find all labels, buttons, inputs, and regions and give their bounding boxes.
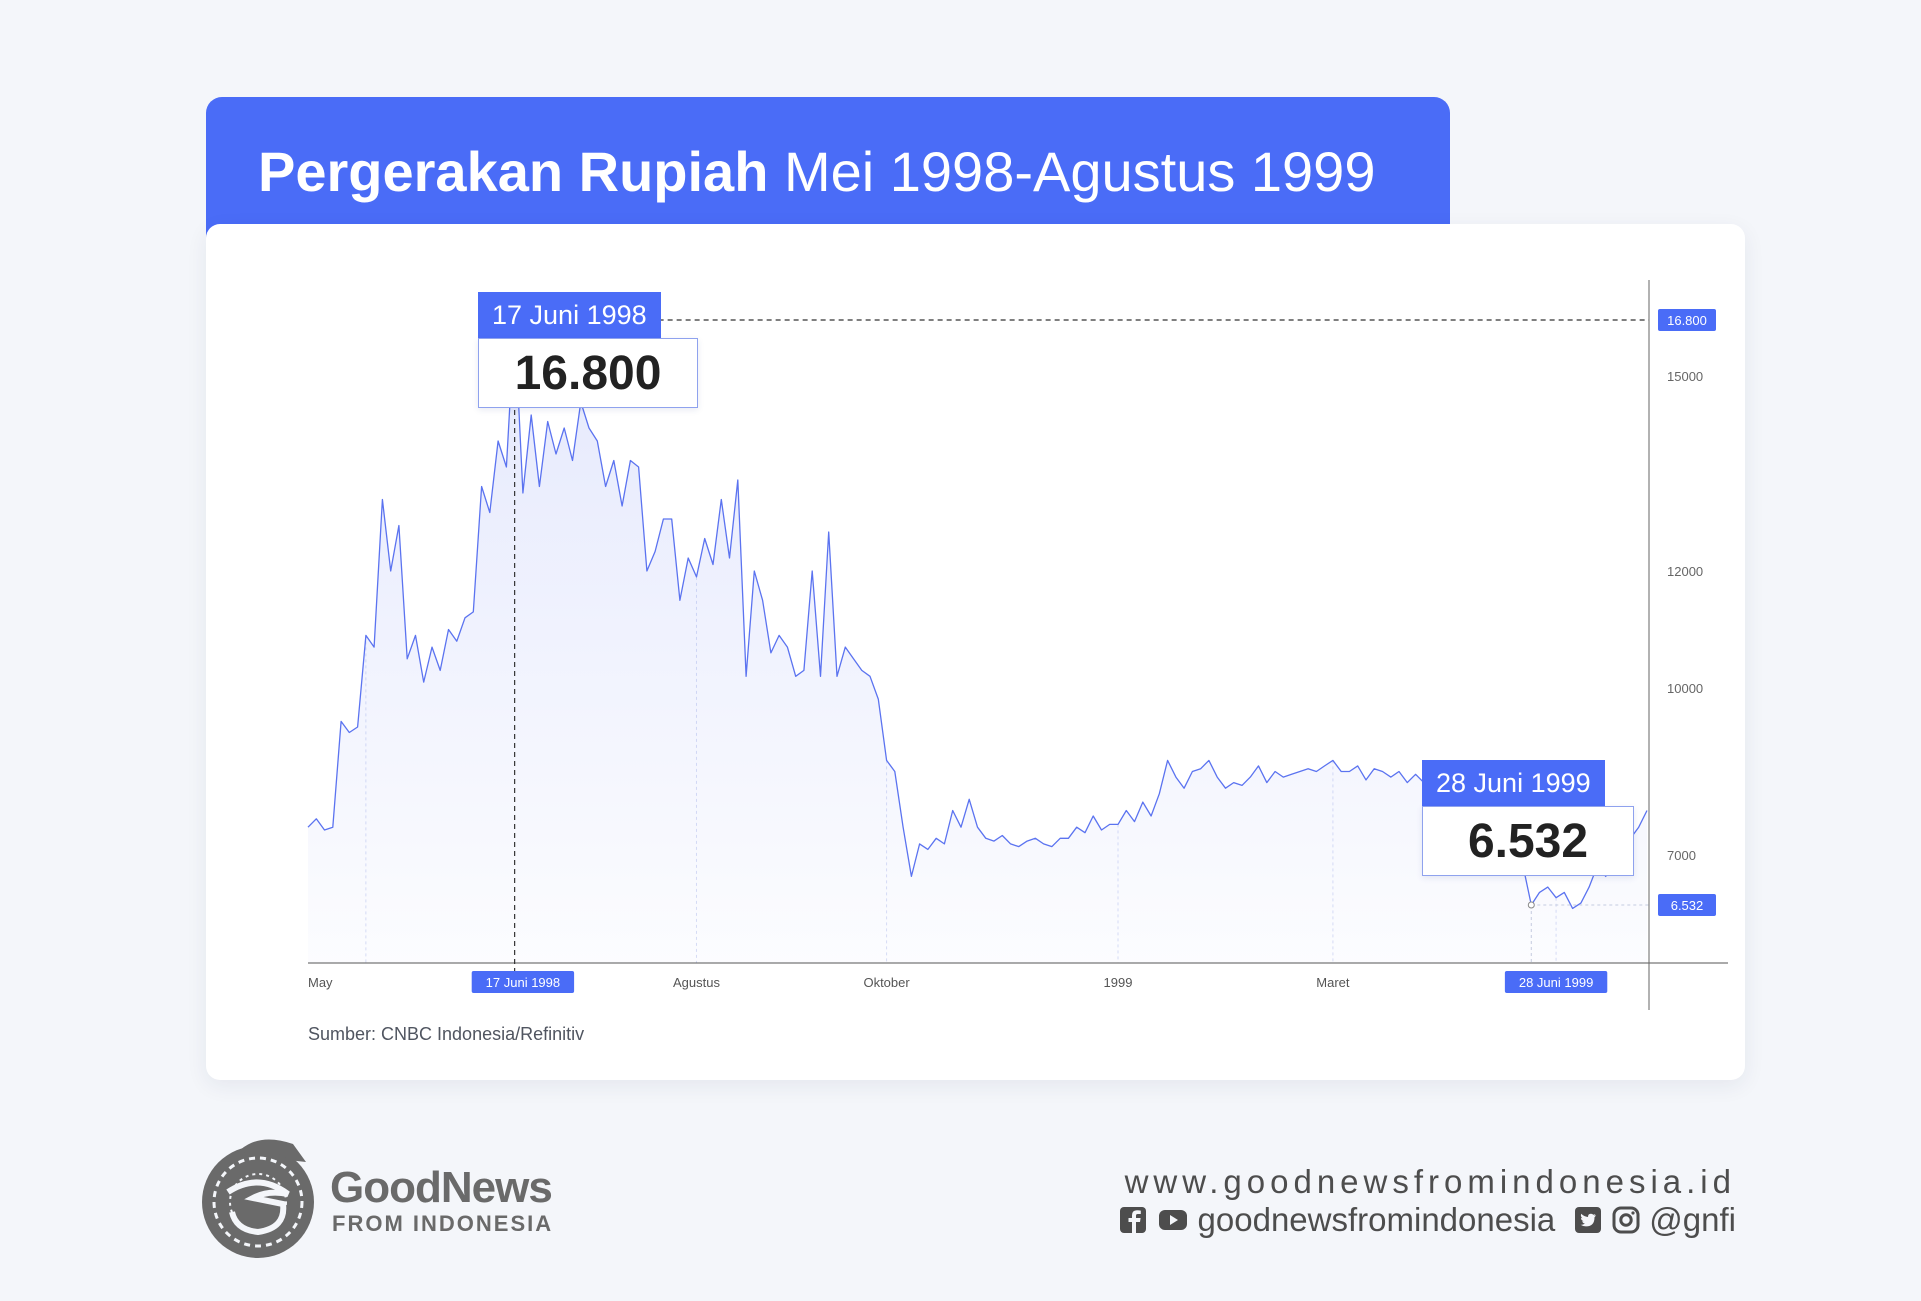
y-tick-label: 6.532 <box>1671 898 1704 913</box>
peak-value-label: 16.800 <box>478 338 698 408</box>
social-handle-main: goodnewsfromindonesia <box>1197 1201 1556 1238</box>
x-tick-label: 17 Juni 1998 <box>486 975 560 990</box>
x-tick-label: May <box>308 975 333 990</box>
title-rest: Mei 1998-Agustus 1999 <box>783 140 1376 203</box>
y-tick-label: 15000 <box>1667 369 1703 384</box>
y-tick-label: 12000 <box>1667 564 1703 579</box>
youtube-icon <box>1158 1210 1187 1230</box>
end-value-label: 6.532 <box>1422 806 1634 876</box>
x-tick-label: Oktober <box>863 975 910 990</box>
website-url: www.goodnewsfromindonesia.id <box>1124 1163 1736 1200</box>
y-tick-label: 7000 <box>1667 848 1696 863</box>
page-title: Pergerakan Rupiah Mei 1998-Agustus 1999 <box>258 139 1375 204</box>
end-point <box>1527 901 1535 909</box>
series-area <box>308 320 1647 963</box>
peak-date-label: 17 Juni 1998 <box>478 292 661 338</box>
x-tick-label: 28 Juni 1999 <box>1519 975 1593 990</box>
y-tick-label: 16.800 <box>1667 313 1707 328</box>
y-tick-label: 10000 <box>1667 681 1703 696</box>
x-tick-label: Maret <box>1316 975 1350 990</box>
y-tick-badge <box>1658 309 1716 331</box>
x-tick-label: 1999 <box>1104 975 1133 990</box>
social-handle-short: @gnfi <box>1649 1201 1736 1238</box>
brand-tagline: FROM INDONESIA <box>332 1211 554 1236</box>
chart-card: 16.800 15000 12000 10000 7000 6.532 May 17 Juni… <box>206 224 1745 1080</box>
title-bar: Pergerakan Rupiah Mei 1998-Agustus 1999 <box>206 97 1450 247</box>
x-tick-badge <box>471 971 575 993</box>
title-bold: Pergerakan Rupiah <box>258 140 769 203</box>
brand-name: GoodNews <box>330 1163 553 1212</box>
y-tick-badge <box>1658 894 1716 916</box>
source-note: Sumber: CNBC Indonesia/Refinitiv <box>308 1024 585 1044</box>
x-tick-label: Agustus <box>673 975 720 990</box>
facebook-icon <box>1119 1207 1146 1233</box>
twitter-icon <box>1575 1207 1602 1233</box>
gnfi-logo-icon <box>202 1139 314 1258</box>
instagram-icon <box>1612 1206 1640 1234</box>
social-links: goodnewsfromindonesia @gnfi <box>1118 1200 1736 1240</box>
end-date-label: 28 Juni 1999 <box>1422 760 1605 806</box>
x-tick-badge <box>1504 971 1608 993</box>
chart: 16.800 15000 12000 10000 7000 6.532 May 17 Juni… <box>307 280 1728 1010</box>
